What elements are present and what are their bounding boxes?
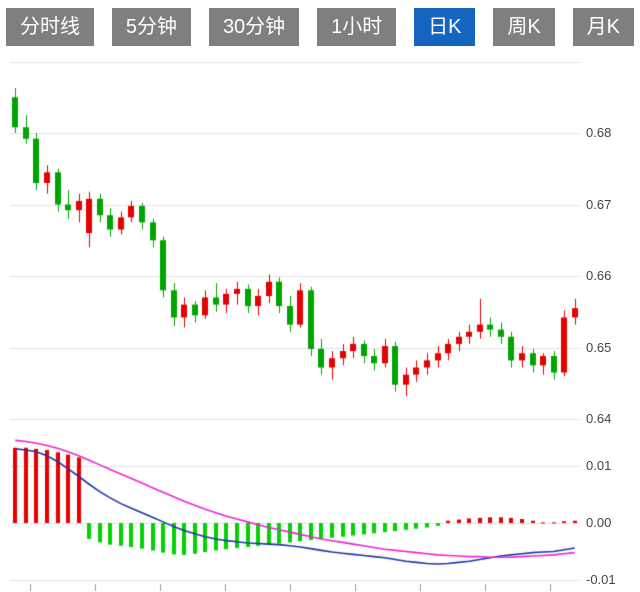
tab-monthly-k[interactable]: 月K <box>572 8 634 46</box>
chart-panel: 0.68 0.67 0.66 0.65 0.64 0.01 0.00 -0.01 <box>0 60 640 592</box>
macd-axis-label: -0.01 <box>586 572 616 587</box>
price-axis-label: 0.65 <box>586 339 612 355</box>
price-axis-label: 0.67 <box>586 196 612 212</box>
tab-daily-k[interactable]: 日K <box>414 8 476 46</box>
price-axis-label: 0.64 <box>586 411 612 426</box>
interval-tabbar: 分时线 5分钟 30分钟 1小时 日K 周K 月K <box>6 8 634 46</box>
tab-5min[interactable]: 5分钟 <box>111 8 192 46</box>
price-axis-label: 0.66 <box>586 268 612 283</box>
tab-1hour[interactable]: 1小时 <box>317 8 397 46</box>
macd-axis-label: 0.00 <box>586 515 612 530</box>
tab-30min[interactable]: 30分钟 <box>208 8 300 46</box>
candlestick-macd-canvas[interactable] <box>0 60 640 592</box>
tab-timeline[interactable]: 分时线 <box>6 8 94 46</box>
tab-weekly-k[interactable]: 周K <box>493 8 555 46</box>
macd-axis-label: 0.01 <box>586 458 612 473</box>
price-axis-label: 0.68 <box>586 125 612 140</box>
